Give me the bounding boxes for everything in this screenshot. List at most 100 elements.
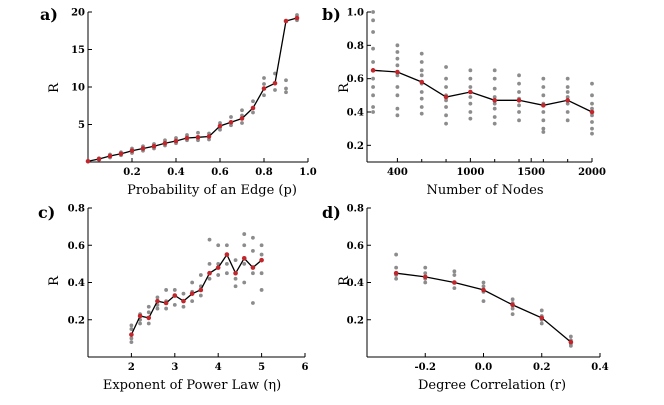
panel-c-raw-point	[259, 288, 264, 292]
panel-b-raw-point	[541, 76, 546, 81]
panel-c-mean-line	[130, 253, 263, 335]
panel-b-raw-point	[492, 68, 497, 73]
panel-b-mean-point	[395, 69, 400, 75]
panel-a-raw-point	[273, 88, 277, 92]
panel-b-raw-point	[541, 85, 546, 89]
panel-c-raw-point	[224, 261, 229, 266]
panel-d-y-tick-label: 0.4	[347, 278, 364, 289]
panel-d-raw-point	[394, 276, 399, 281]
panel-a-mean-point	[118, 151, 124, 157]
panel-b-raw-point	[371, 105, 375, 109]
panel-b-raw-point	[590, 93, 594, 98]
panel-c-raw-point	[251, 301, 255, 305]
panel-a-mean-point	[85, 158, 91, 164]
panel-c-y-tick-label: 0.8	[68, 204, 85, 215]
panel-c-mean-point	[241, 255, 247, 261]
panel-a-mean-point	[107, 153, 113, 159]
panel-a-mean-point	[140, 146, 146, 151]
panel-a-y-tick-label: 10	[71, 83, 85, 94]
panel-c-raw-point	[172, 288, 177, 292]
panel-d-mean-point	[539, 315, 545, 321]
panel-d-raw-point	[481, 284, 486, 289]
panel-a-mean-point	[239, 116, 245, 121]
panel-b-raw-point	[371, 76, 375, 81]
panel-b-raw-point	[590, 131, 594, 136]
panel-c-label: c)	[38, 203, 55, 222]
panel-a-x-tick-label: 0.8	[255, 167, 272, 178]
panel-a-x-tick-label: 1.0	[299, 167, 316, 178]
panel-d: d) Degree Correlation (r) R -0.2 0.0 0.2 0.…	[322, 203, 609, 393]
panel-d-mean-point	[510, 302, 515, 308]
panel-b-raw-point	[419, 51, 424, 56]
panel-d-raw-point	[452, 269, 457, 274]
panel-b-raw-point	[517, 118, 521, 123]
panel-c-y-tick-label: 0.2	[68, 315, 85, 326]
panel-b-raw-point	[492, 121, 497, 126]
panel-d-mean-point	[393, 270, 399, 276]
panel-b-raw-point	[371, 46, 375, 51]
panel-d-y-tick-label: 0.6	[347, 241, 364, 252]
panel-b-raw-point	[371, 110, 375, 114]
panel-a-raw-point	[240, 121, 244, 125]
panel-a-mean-point	[217, 123, 223, 129]
panel-b-raw-point	[565, 85, 570, 89]
panel-a-x-tick-label: 0.4	[167, 167, 184, 178]
panel-b-raw-point	[395, 85, 400, 89]
panel-b-raw-point	[444, 65, 448, 69]
panel-a-y-tick-label: 15	[71, 45, 85, 56]
panel-b-raw-point	[492, 95, 497, 99]
panel-c-mean-point	[155, 298, 160, 304]
panel-b-raw-point	[468, 101, 473, 106]
panel-a-mean-point	[129, 148, 135, 154]
panel-b-y-tick-label: 0.4	[347, 108, 364, 119]
panel-b-raw-point	[395, 113, 400, 118]
panel-c-mean-point	[163, 300, 169, 306]
panel-b-raw-point	[395, 73, 400, 78]
panel-c: c) Exponent of Power Law (η) R 2 3 4 5 6 0.2 0…	[38, 203, 309, 393]
panel-b-raw-point	[395, 106, 400, 111]
panel-a-mean-point	[272, 80, 278, 86]
panel-b-raw-point	[517, 73, 521, 78]
panel-c-mean-point	[137, 313, 143, 319]
panel-a-raw-point	[284, 86, 288, 91]
panel-d-raw-point	[568, 343, 573, 348]
panel-c-y-tick-label: 0.4	[68, 278, 85, 289]
panel-d-raw-point	[481, 280, 486, 285]
panel-c-raw-point	[216, 261, 221, 266]
panel-c-raw-point	[216, 243, 221, 248]
panel-b-mean-point	[589, 109, 595, 115]
panel-b-mean-point	[419, 79, 425, 85]
panel-b-mean-point	[370, 68, 376, 73]
panel-c-mean-point	[207, 270, 212, 276]
panel-c-raw-point	[259, 252, 264, 257]
panel-c-raw-point	[138, 321, 142, 326]
panel-b-raw-point	[395, 63, 400, 68]
panel-a-mean-point	[162, 140, 168, 146]
panel-a-mean-point	[294, 15, 300, 21]
panel-b-x-tick-label: 2000	[578, 167, 606, 178]
panel-d-raw-point	[423, 265, 428, 270]
panel-b-raw-point	[541, 126, 546, 131]
panel-d-raw-point	[394, 265, 399, 270]
panel-b-mean-line	[373, 69, 593, 113]
panel-d-raw-point	[510, 312, 515, 317]
panel-c-raw-point	[242, 261, 247, 266]
panel-c-raw-point	[251, 271, 255, 276]
panel-b-raw-point	[517, 81, 521, 86]
panel-b-raw-point	[541, 93, 546, 98]
panel-b-raw-point	[468, 95, 473, 99]
panel-c-raw-point	[146, 310, 151, 315]
panel-a-y-tick-label: 20	[71, 8, 85, 19]
panel-a-raw-point	[284, 90, 288, 95]
panel-d-raw-point	[423, 271, 428, 276]
panel-b-ylabel: R	[337, 82, 352, 93]
panel-a-mean-point	[173, 138, 179, 144]
panel-a-raw-point	[196, 130, 200, 135]
panel-b-raw-point	[371, 10, 375, 14]
panel-b-mean-point	[443, 94, 449, 100]
panel-d-mean-point	[422, 274, 428, 280]
panel-a-mean-point	[283, 18, 289, 24]
panel-d-y-tick-label: 0.8	[347, 204, 364, 215]
panel-b-raw-point	[444, 105, 448, 109]
